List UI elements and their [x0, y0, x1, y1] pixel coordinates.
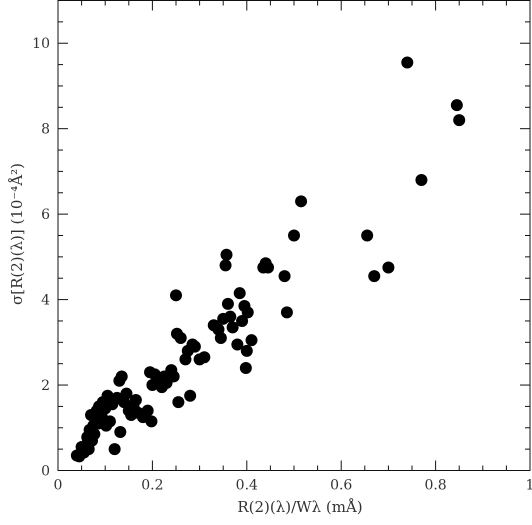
data-point: [219, 259, 232, 272]
data-point: [401, 56, 414, 69]
data-point: [226, 321, 239, 334]
data-point: [382, 261, 395, 274]
data-point: [245, 334, 258, 347]
data-point: [368, 270, 381, 283]
data-point: [220, 248, 233, 261]
y-tick-label: 8: [41, 122, 50, 138]
x-tick-label: 0.2: [141, 478, 163, 494]
data-point: [103, 415, 116, 428]
data-point: [141, 404, 154, 417]
data-point: [280, 306, 293, 319]
data-point: [114, 426, 127, 439]
y-axis-label: σ[R(2)(λ)] (10⁻⁴Å²): [8, 163, 26, 305]
data-point: [288, 229, 300, 242]
y-tick-label: 4: [41, 293, 50, 309]
data-point: [236, 314, 249, 327]
data-point: [145, 415, 158, 428]
data-points: [70, 56, 466, 463]
data-point: [88, 428, 101, 441]
data-point: [453, 114, 466, 127]
y-tick-label: 10: [32, 36, 50, 52]
x-axis-label: R(2)(λ)/Wλ (mÅ): [237, 498, 362, 516]
x-tick-label: 0: [54, 478, 63, 494]
x-tick-label: 0.4: [236, 478, 258, 494]
x-tick-label: 0.8: [424, 478, 446, 494]
data-point: [240, 344, 253, 357]
data-point: [415, 173, 428, 186]
data-point: [184, 389, 197, 402]
x-tick-label: 0.6: [330, 478, 352, 494]
y-tick-label: 6: [41, 207, 50, 223]
y-tick-label: 2: [41, 378, 50, 394]
data-point: [108, 443, 121, 456]
data-point: [172, 396, 185, 409]
data-point: [188, 340, 201, 353]
data-point: [450, 99, 463, 112]
data-point: [241, 306, 254, 319]
data-point: [115, 370, 128, 383]
data-point: [233, 287, 246, 300]
data-point: [262, 261, 275, 274]
axis-ticks: [57, 0, 531, 471]
data-point: [231, 338, 244, 351]
data-point: [278, 270, 291, 283]
data-point: [198, 351, 211, 364]
y-tick-label: 0: [41, 464, 50, 480]
x-tick-label: 1: [526, 478, 532, 494]
data-point: [214, 332, 227, 345]
data-point: [224, 310, 237, 323]
data-point: [295, 195, 308, 208]
data-point: [167, 370, 180, 383]
data-point: [120, 387, 133, 400]
data-point: [170, 289, 182, 302]
data-point: [361, 229, 374, 242]
data-point: [221, 297, 234, 310]
data-point: [239, 361, 252, 374]
data-point: [129, 394, 142, 406]
data-point: [174, 332, 187, 345]
